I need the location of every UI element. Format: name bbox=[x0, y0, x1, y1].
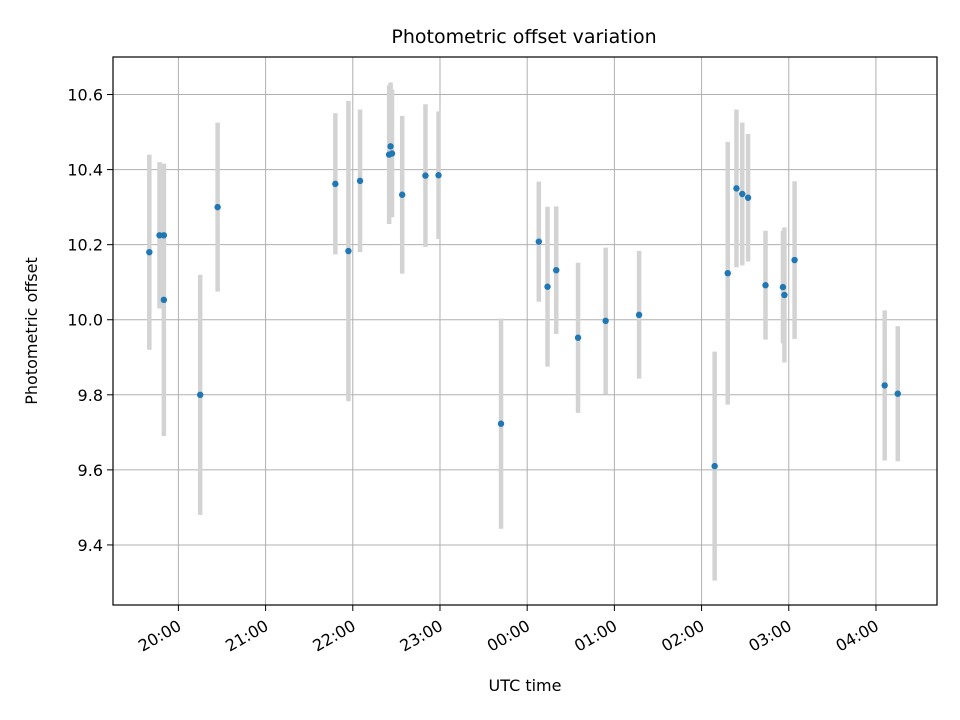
data-points bbox=[146, 143, 901, 470]
x-tick-label: 23:00 bbox=[397, 616, 446, 656]
x-tick-label: 22:00 bbox=[309, 616, 358, 656]
data-point bbox=[762, 282, 769, 289]
data-point bbox=[345, 247, 352, 255]
data-point bbox=[779, 283, 787, 291]
x-tick-label: 20:00 bbox=[135, 616, 184, 656]
x-axis-label: UTC time bbox=[489, 676, 562, 695]
x-tick-label: 04:00 bbox=[833, 616, 882, 656]
y-tick-label: 9.6 bbox=[78, 461, 103, 480]
data-point bbox=[635, 311, 643, 319]
data-point bbox=[733, 185, 740, 192]
data-point bbox=[388, 150, 396, 157]
x-axis-ticks: 20:00 21:00 22:00 23:00 00:00 01:00 02:00 03:00… bbox=[135, 605, 882, 656]
data-point bbox=[422, 172, 429, 179]
data-point bbox=[497, 420, 505, 427]
data-point bbox=[781, 291, 788, 299]
data-point bbox=[387, 143, 394, 150]
plot-frame bbox=[112, 56, 938, 606]
chart-title: Photometric offset variation bbox=[391, 26, 656, 48]
y-tick-label: 9.4 bbox=[78, 536, 103, 555]
y-tick-label: 9.8 bbox=[78, 386, 103, 405]
data-point bbox=[535, 238, 543, 245]
data-point bbox=[435, 172, 442, 179]
x-tick-label: 01:00 bbox=[571, 616, 620, 656]
y-axis-ticks: 9.4 9.6 9.8 10.0 10.2 10.4 10.6 bbox=[67, 86, 113, 555]
data-point bbox=[356, 177, 364, 185]
data-point bbox=[739, 190, 746, 198]
data-point bbox=[602, 317, 609, 325]
data-point bbox=[214, 203, 221, 211]
y-tick-label: 10.0 bbox=[67, 311, 103, 330]
data-point bbox=[160, 232, 168, 239]
data-point bbox=[398, 191, 406, 198]
error-bars bbox=[147, 82, 901, 581]
data-point bbox=[146, 248, 153, 256]
data-point bbox=[553, 266, 560, 274]
y-tick-label: 10.2 bbox=[67, 236, 103, 255]
x-tick-label: 02:00 bbox=[658, 616, 707, 656]
grid-lines bbox=[113, 57, 937, 605]
x-tick-label: 00:00 bbox=[484, 616, 533, 656]
y-tick-label: 10.6 bbox=[67, 86, 103, 105]
data-point bbox=[196, 391, 204, 399]
data-point bbox=[724, 269, 731, 277]
data-point bbox=[544, 283, 551, 290]
data-point bbox=[881, 382, 888, 389]
y-tick-label: 10.4 bbox=[67, 161, 103, 180]
data-point bbox=[791, 256, 798, 264]
data-point bbox=[574, 334, 582, 341]
x-tick-label: 03:00 bbox=[745, 616, 794, 656]
data-point bbox=[744, 194, 752, 201]
data-point bbox=[332, 180, 339, 188]
data-point bbox=[160, 296, 168, 304]
y-axis-label: Photometric offset bbox=[22, 257, 41, 405]
data-point bbox=[894, 390, 901, 397]
data-point bbox=[711, 462, 718, 470]
x-tick-label: 21:00 bbox=[222, 616, 271, 656]
